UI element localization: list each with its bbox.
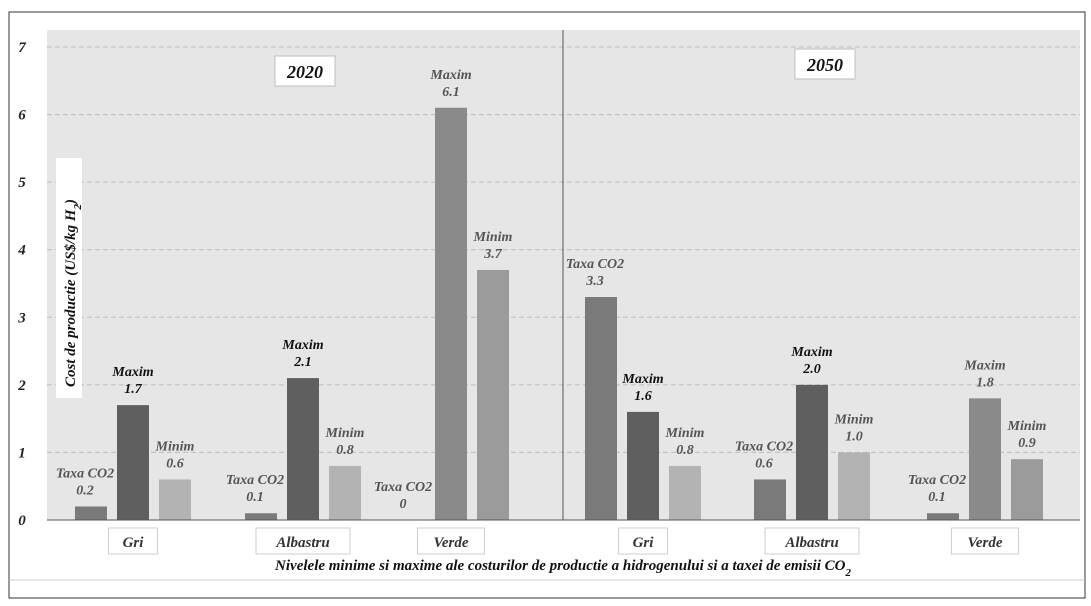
y-tick-label: 2 [17, 378, 26, 394]
category-label: Gri [633, 535, 655, 551]
category-label: Albastru [275, 535, 329, 551]
bar [117, 405, 149, 520]
bar [245, 513, 277, 520]
y-tick-label: 7 [18, 40, 26, 56]
bar [435, 107, 467, 521]
bar-value-label: 0.6 [755, 456, 773, 471]
y-axis-title-main: Cost de productie (US$/kg H [63, 208, 79, 387]
bar-series-label: Minim [1007, 419, 1047, 434]
y-axis-title-end: ) [63, 199, 79, 206]
y-tick-label: 5 [18, 175, 26, 191]
y-axis-title: Cost de productie (US$/kg H2) [63, 199, 84, 387]
x-axis-title: Nivelele minime si maxime ale costurilor… [274, 558, 851, 579]
bar [627, 411, 659, 520]
bar-value-label: 0.6 [166, 456, 184, 471]
bar-series-label: Taxa CO2 [566, 257, 624, 272]
bar-value-label: 0.9 [1018, 436, 1036, 451]
bar-value-label: 6.1 [442, 85, 460, 100]
bar-value-label: 0 [400, 497, 407, 512]
bar-series-label: Minim [473, 230, 513, 245]
bar-value-label: 2.1 [293, 355, 312, 370]
bar-value-label: 3.7 [483, 247, 503, 262]
period-label-box [794, 48, 856, 80]
bar [754, 479, 786, 520]
category-label-box [255, 527, 351, 555]
bar-series-label: Minim [665, 426, 705, 441]
bar [287, 378, 319, 520]
category-label-box [764, 527, 860, 555]
category-label: Verde [434, 535, 469, 551]
y-tick-label: 1 [18, 445, 26, 461]
y-axis-title-sub: 2 [72, 203, 84, 210]
category-label-box [108, 527, 158, 555]
bar-series-label: Maxim [281, 338, 323, 353]
x-axis-title-sub: 2 [844, 567, 851, 579]
bar-series-label: Maxim [111, 365, 153, 380]
period-label: 2020 [286, 62, 323, 82]
bar-value-label: 1.6 [634, 389, 652, 404]
bar-value-label: 1.8 [976, 375, 994, 390]
y-tick-label: 3 [17, 310, 26, 326]
bar-series-label: Taxa CO2 [226, 473, 284, 488]
y-tick-label: 4 [17, 243, 26, 259]
bar-series-label: Maxim [790, 345, 832, 360]
bar-value-label: 2.0 [802, 362, 821, 377]
bar-value-label: 0.1 [246, 490, 264, 505]
bar [927, 513, 959, 520]
category-label: Albastru [784, 535, 838, 551]
bar-value-label: 1.0 [845, 429, 863, 444]
y-tick-label: 6 [18, 108, 26, 124]
bar-series-label: Taxa CO2 [908, 473, 966, 488]
bar-series-label: Taxa CO2 [56, 466, 114, 481]
bar-series-label: Minim [834, 412, 874, 427]
period-label: 2050 [806, 55, 843, 75]
y-tick-label: 0 [18, 513, 26, 529]
bar [159, 479, 191, 520]
bar-series-label: Minim [325, 426, 365, 441]
bar-series-label: Taxa CO2 [374, 480, 432, 495]
bar [329, 465, 361, 520]
bar-value-label: 0.2 [76, 483, 94, 498]
category-label: Verde [968, 535, 1003, 551]
bar [1011, 459, 1043, 520]
category-label: Gri [123, 535, 145, 551]
bar [969, 398, 1001, 520]
bar [838, 452, 870, 520]
bar-value-label: 3.3 [585, 274, 604, 289]
bar-value-label: 0.1 [928, 490, 946, 505]
bar [477, 269, 509, 520]
period-label-box [274, 55, 336, 87]
x-axis-title-main: Nivelele minime si maxime ale costurilor… [274, 558, 846, 574]
bar [585, 297, 617, 520]
category-label-box [951, 527, 1019, 555]
category-label-box [417, 527, 485, 555]
bar-value-label: 0.8 [336, 443, 354, 458]
bar [669, 465, 701, 520]
bar [796, 384, 828, 520]
bar-series-label: Maxim [621, 372, 663, 387]
bar-series-label: Maxim [963, 358, 1005, 373]
bar [75, 506, 107, 520]
bar-series-label: Maxim [429, 68, 471, 83]
y-axis-title-box [56, 158, 82, 398]
bar-series-label: Minim [155, 439, 195, 454]
bar-value-label: 0.8 [676, 443, 694, 458]
category-label-box [618, 527, 668, 555]
bar-series-label: Taxa CO2 [735, 439, 793, 454]
bar-value-label: 1.7 [124, 382, 143, 397]
